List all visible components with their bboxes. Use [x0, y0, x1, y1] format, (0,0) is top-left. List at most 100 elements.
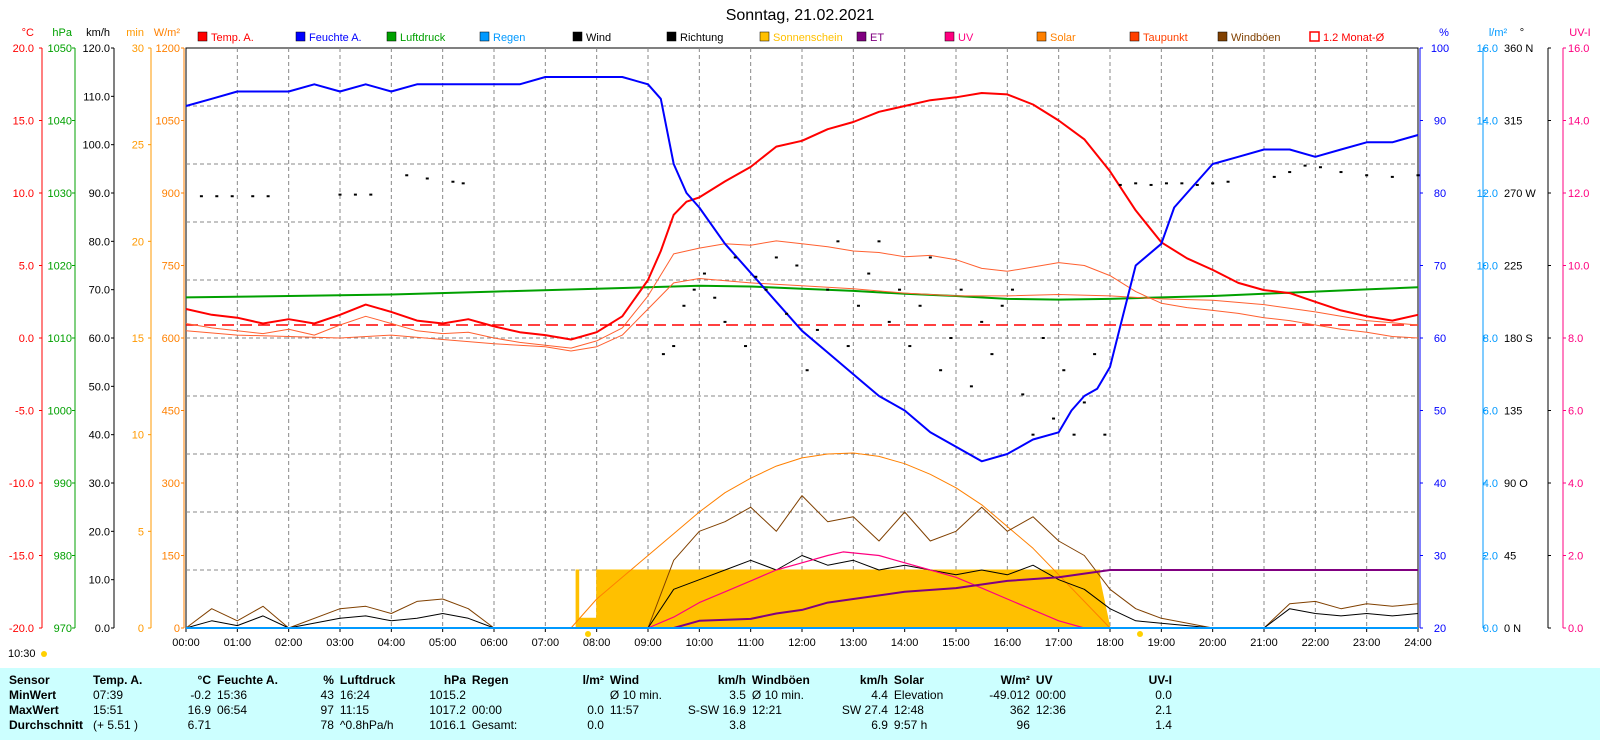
- weather-chart: Sonntag, 21.02.2021 Temp. A. Feuchte A. Luf…: [8, 7, 1591, 660]
- y-tick-label: 1050: [48, 43, 72, 55]
- stats-header-cell: l/m²: [582, 672, 604, 687]
- stats-cell: [1033, 717, 1109, 732]
- x-tick-label: 18:00: [1096, 637, 1124, 649]
- point-richtung: [1390, 175, 1394, 178]
- legend-swatch: [295, 31, 306, 42]
- legend-swatch: [572, 31, 583, 42]
- point-richtung: [199, 195, 203, 198]
- y-tick-label: 15: [132, 333, 144, 345]
- y-tick-label: 1050: [156, 116, 180, 128]
- stats-cell: 11:57: [609, 702, 640, 717]
- stats-cell: ^0.8hPa/h: [339, 717, 394, 732]
- series-taupunkt: [185, 240, 1419, 349]
- y-tick-label: 30: [132, 43, 144, 55]
- stats-cell: 15:36: [217, 687, 248, 702]
- point-richtung: [682, 304, 686, 307]
- y-tick-label: 10.0: [13, 188, 34, 200]
- y-tick-label: -5.0: [15, 406, 34, 418]
- y-tick-label: 600: [162, 333, 180, 345]
- point-richtung: [815, 328, 819, 331]
- y-tick-label: 2.0: [1568, 551, 1583, 563]
- series-et: [186, 569, 1418, 629]
- y-tick-label: 120.0: [82, 43, 110, 55]
- point-richtung: [215, 195, 219, 198]
- y-tick-label: 5: [138, 526, 144, 538]
- time-label: 10:30: [8, 648, 36, 660]
- legend-label: UV: [958, 32, 974, 44]
- sun-marker-icon: [41, 651, 47, 657]
- x-tick-label: 16:00: [994, 637, 1022, 649]
- stats-cell: 0.0: [1155, 687, 1172, 702]
- stats-header-cell: Solar: [893, 672, 924, 687]
- stats-cell: 16:24: [339, 687, 370, 702]
- legend-swatch: [856, 31, 867, 42]
- y-tick-label: 0: [174, 623, 180, 635]
- y-tick-label: 12.0: [1477, 188, 1498, 200]
- stats-row: MinWert 07:39 -0.2 15:36 43 16:24 1015.2 Ø 10 m…: [6, 687, 1175, 702]
- y-tick-label: -20.0: [9, 623, 34, 635]
- stats-cell: 6.9: [871, 717, 888, 732]
- point-richtung: [1339, 171, 1343, 174]
- stats-header-cell: UV: [1035, 672, 1053, 687]
- point-richtung: [672, 345, 676, 348]
- y-tick-label: 5.0: [19, 261, 34, 273]
- x-tick-label: 21:00: [1250, 637, 1278, 649]
- stats-cell: MinWert: [9, 687, 57, 702]
- point-richtung: [1021, 393, 1025, 396]
- stats-header-cell: %: [323, 672, 334, 687]
- y-tick-label: 30.0: [89, 478, 110, 490]
- stats-cell: 1017.2: [429, 702, 466, 717]
- y-tick-label: 6.0: [1568, 406, 1583, 418]
- point-richtung: [949, 337, 953, 339]
- stats-cell: Gesamt:: [471, 717, 518, 732]
- point-richtung: [805, 369, 809, 372]
- legend-swatch: [1309, 31, 1320, 42]
- y-tick-label: 8.0: [1568, 333, 1583, 345]
- y-tick-label: 360 N: [1504, 43, 1533, 55]
- x-tick-label: 10:00: [686, 637, 714, 649]
- point-richtung: [251, 195, 255, 198]
- x-tick-label: 14:00: [891, 637, 919, 649]
- y-tick-label: 750: [162, 261, 180, 273]
- point-richtung: [1031, 433, 1035, 436]
- stats-cell: 12:48: [893, 702, 924, 717]
- legend-swatch: [197, 31, 208, 42]
- y-tick-label: 100: [1431, 43, 1449, 55]
- y-tick-label: 1030: [48, 188, 72, 200]
- y-tick-label: 45: [1504, 551, 1516, 563]
- x-tick-label: 06:00: [480, 637, 508, 649]
- point-richtung: [744, 345, 748, 348]
- x-tick-label: 23:00: [1353, 637, 1381, 649]
- point-richtung: [867, 272, 871, 275]
- y-tick-label: 100.0: [82, 140, 110, 152]
- point-richtung: [1211, 182, 1215, 185]
- y-axis-unit: °C: [22, 27, 34, 39]
- stats-header-cell: Luftdruck: [339, 672, 396, 687]
- y-tick-label: 0.0: [1568, 623, 1583, 635]
- y-tick-label: 20: [1434, 623, 1446, 635]
- y-tick-label: 40: [1434, 478, 1446, 490]
- stats-cell: 00:00: [1035, 687, 1066, 702]
- y-tick-label: 20.0: [89, 526, 110, 538]
- stats-cell: S-SW 16.9: [687, 702, 746, 717]
- y-tick-label: 90.0: [89, 188, 110, 200]
- y-tick-label: 0.0: [19, 333, 34, 345]
- point-richtung: [969, 385, 973, 388]
- legend-swatch: [666, 31, 677, 42]
- legend-label: Wind: [586, 32, 611, 44]
- y-tick-label: 0.0: [1483, 623, 1498, 635]
- stats-header-cell: W/m²: [1000, 672, 1030, 687]
- x-tick-label: 01:00: [224, 637, 252, 649]
- y-tick-label: 990: [54, 478, 72, 490]
- stats-cell: 3.8: [729, 717, 746, 732]
- stats-cell: 78: [320, 717, 334, 732]
- y-tick-label: 20.0: [13, 43, 34, 55]
- stats-cell: Elevation: [893, 687, 944, 702]
- stats-cell: 11:15: [339, 702, 370, 717]
- series-solar: [570, 452, 1111, 629]
- y-tick-label: 6.0: [1483, 406, 1498, 418]
- stats-cell: 96: [1016, 717, 1030, 732]
- point-richtung: [856, 304, 860, 307]
- stats-header-cell: km/h: [859, 672, 888, 687]
- y-tick-label: 80: [1434, 188, 1446, 200]
